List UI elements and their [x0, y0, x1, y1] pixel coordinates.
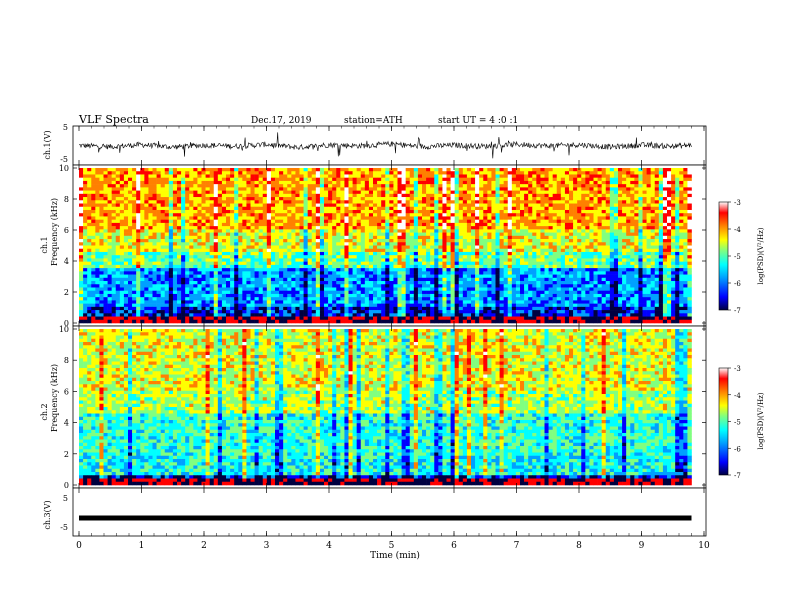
x-tick-label: 9: [639, 541, 645, 551]
x-axis-label: Time (min): [370, 550, 420, 561]
spec2-ytick-label: 4: [64, 419, 69, 428]
ch3-waveform-frame: [72, 487, 707, 537]
colorbar-2-gradient: [718, 367, 729, 476]
colorbar-tick-label: -6: [734, 280, 741, 288]
spec2-ytick-label: 0: [64, 481, 69, 490]
ch1-spectrogram-image: [79, 168, 692, 324]
ch1-spec-ylabel: ch.1: [40, 236, 49, 253]
ch3-ytick-bottom: -5: [60, 523, 68, 532]
colorbar-1-label: log(PSD)(V²/Hz): [757, 227, 765, 284]
spec1-ytick-label: 4: [64, 257, 69, 266]
ch1-ytick-bottom: -5: [60, 155, 68, 164]
x-tick-label: 0: [76, 541, 82, 551]
start-time-label: start UT = 4 :0 :1: [438, 116, 518, 126]
x-tick-label: 3: [264, 541, 270, 551]
colorbar-tick-label: -7: [734, 472, 741, 480]
spec1-ytick-label: 0: [64, 319, 69, 328]
ch1-waveform-trace: [78, 132, 692, 159]
x-tick-label: 6: [451, 541, 457, 551]
ch1-series-line: [78, 132, 692, 159]
colorbar-tick-label: -3: [734, 199, 741, 207]
colorbar-2: -3 -4 -5 -6 -7 log(PSD)(V²/Hz): [718, 365, 765, 480]
spec1-ytick-label: 8: [64, 195, 69, 204]
x-tick-label: 4: [326, 541, 332, 551]
ch3-ytick-top: 5: [63, 494, 68, 503]
colorbar-tick-label: -3: [734, 365, 741, 373]
colorbar-1-gradient: [718, 201, 729, 311]
ch1-waveform-panel: 5 -5 ch.1(V): [43, 123, 707, 166]
time-axis: 0 1 2 3 4 5 6 7 8 9 10: [76, 126, 710, 551]
x-tick-label: 5: [389, 541, 395, 551]
spec1-ytick-label: 2: [64, 288, 69, 297]
ch1-spec-ylabel-freq: Frequency (kHz): [50, 198, 59, 266]
spec1-ytick-label: 6: [64, 226, 69, 235]
ch2-spectrogram-panel: 0 2 4 6 8 10 ch.2 Frequency (kHz): [40, 325, 707, 490]
ch3-series-line: [79, 515, 692, 521]
spec2-ytick-label: 8: [64, 356, 69, 365]
date-label: Dec.17, 2019: [251, 116, 312, 126]
spec2-ytick-label: 6: [64, 387, 69, 396]
colorbar-tick-label: -4: [734, 226, 741, 234]
ch2-spec-ylabel-freq: Frequency (kHz): [50, 364, 59, 432]
x-tick-label: 1: [139, 541, 145, 551]
colorbar-tick-label: -5: [734, 253, 741, 261]
ch3-waveform-panel: 5 -5 ch.3(V): [43, 487, 707, 537]
colorbar-1: -3 -4 -5 -6 -7 log(PSD)(V²/Hz): [718, 199, 765, 315]
ch2-spec-ylabel: ch.2: [40, 403, 49, 420]
ch2-spectrogram-image: [79, 329, 692, 486]
colorbar-tick-label: -4: [734, 392, 741, 400]
ch3-waveform-trace: [79, 515, 692, 521]
spec2-ytick-label: 2: [64, 450, 69, 459]
x-tick-label: 8: [576, 541, 582, 551]
x-tick-label: 10: [698, 541, 710, 551]
ch1-ylabel: ch.1(V): [43, 130, 52, 159]
ch1-spectrogram-panel: 0 2 4 6 8 10 ch.1 Frequency (kHz): [40, 164, 707, 328]
x-tick-label: 7: [514, 541, 520, 551]
spec1-ytick-label: 10: [59, 164, 69, 173]
ch3-ylabel: ch.3(V): [43, 500, 52, 529]
ch1-ytick-top: 5: [63, 123, 68, 132]
colorbar-tick-label: -6: [734, 445, 741, 453]
station-label: station=ATH: [344, 116, 403, 126]
colorbar-2-label: log(PSD)(V²/Hz): [757, 392, 765, 449]
x-tick-label: 2: [201, 541, 207, 551]
colorbar-tick-label: -7: [734, 307, 741, 315]
spec2-ytick-label: 10: [59, 325, 69, 334]
colorbar-tick-label: -5: [734, 419, 741, 427]
chart-title: VLF Spectra: [78, 113, 149, 126]
